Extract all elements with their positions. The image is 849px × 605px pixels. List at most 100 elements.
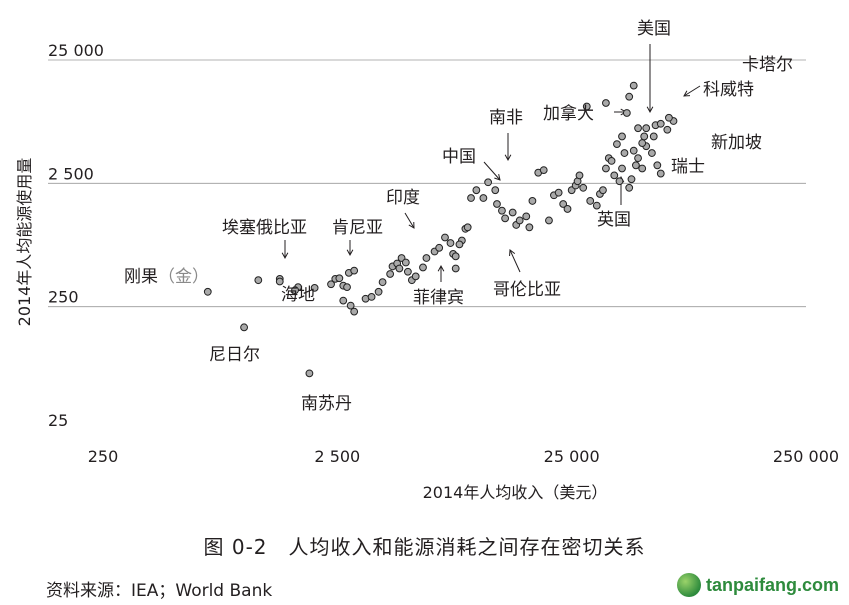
data-point <box>422 254 431 262</box>
data-point <box>563 205 572 213</box>
y-tick-label: 2 500 <box>48 164 94 183</box>
annotation-label: 哥伦比亚 <box>493 280 561 300</box>
annotation-arrow-head <box>494 174 501 181</box>
data-point <box>586 197 595 205</box>
annotation-label: 肯尼亚 <box>332 218 383 238</box>
data-point <box>620 149 629 157</box>
annotation-label: 瑞士 <box>671 157 705 177</box>
data-point <box>335 274 344 283</box>
data-point <box>545 216 553 225</box>
y-tick-labels: 25 250 2 500 25 000 <box>48 41 104 430</box>
data-point <box>642 124 651 133</box>
data-point <box>479 194 488 202</box>
data-point <box>435 243 444 252</box>
data-point <box>441 233 449 242</box>
data-point <box>491 186 500 195</box>
data-point <box>602 99 610 107</box>
data-point <box>638 164 647 173</box>
data-point <box>378 278 387 287</box>
data-point <box>203 287 212 296</box>
data-point <box>350 266 359 275</box>
data-point <box>403 267 412 276</box>
data-point <box>522 212 531 221</box>
data-point <box>656 119 665 128</box>
data-point <box>582 102 591 111</box>
annotation-label: 卡塔尔 <box>742 55 793 75</box>
data-point <box>386 270 395 278</box>
data-point <box>374 287 383 296</box>
gridlines <box>48 59 806 308</box>
data-point <box>343 283 351 292</box>
data-point <box>622 109 631 117</box>
data-point <box>467 194 475 202</box>
data-point <box>618 132 626 141</box>
annotation-label: 菲律宾 <box>413 288 464 308</box>
annotation-label: 尼日尔 <box>209 345 260 365</box>
data-point <box>625 92 634 101</box>
annotation-label: 印度 <box>386 188 420 208</box>
data-point <box>613 140 621 149</box>
data-point <box>484 178 493 187</box>
y-tick-label: 25 <box>48 411 68 430</box>
data-point <box>575 171 584 180</box>
data-point <box>525 223 534 232</box>
data-point <box>275 277 284 286</box>
scatter-chart: 25 250 2 500 25 000 250 2 500 25 000 250 000 美… <box>15 19 839 502</box>
annotation-arrow-line <box>683 85 701 97</box>
data-point <box>367 293 376 301</box>
annotation-label: 新加坡 <box>711 133 762 153</box>
data-point <box>638 139 647 147</box>
data-point <box>455 240 464 249</box>
data-point <box>493 200 501 208</box>
data-point <box>665 113 673 122</box>
annotation-arrow-line <box>404 212 415 229</box>
data-point <box>451 264 460 273</box>
data-point <box>240 323 248 332</box>
annotation-label: 南苏丹 <box>301 394 352 414</box>
data-points <box>203 81 678 378</box>
data-point <box>395 264 404 273</box>
leaf-logo-icon <box>676 573 701 597</box>
data-point <box>602 164 610 173</box>
data-point <box>419 263 427 272</box>
annotation-label: 加拿大 <box>543 103 594 124</box>
annotation-arrow-head <box>346 249 354 257</box>
data-point <box>615 177 624 186</box>
data-point <box>629 81 638 90</box>
data-point <box>254 276 263 285</box>
data-point <box>327 280 335 289</box>
data-point <box>350 307 359 316</box>
annotation-label: 埃塞俄比亚 <box>222 218 307 238</box>
data-point <box>607 157 616 165</box>
data-point <box>554 188 563 197</box>
data-point <box>346 301 355 310</box>
data-point <box>632 161 640 170</box>
annotation-arrow-head <box>646 106 654 114</box>
x-tick-label: 2 500 <box>314 447 360 466</box>
data-point <box>305 369 314 378</box>
data-point <box>663 125 672 134</box>
data-point <box>528 197 537 205</box>
annotation-arrow-line <box>483 161 501 181</box>
x-axis-title: 2014年人均收入（美元） <box>423 483 608 502</box>
y-tick-label: 250 <box>48 288 79 307</box>
data-point <box>451 252 460 261</box>
data-point <box>401 258 410 267</box>
annotation-arrow-line <box>509 249 521 273</box>
data-point <box>446 239 455 247</box>
data-point <box>625 183 634 192</box>
data-point <box>634 124 642 133</box>
annotation-arrow-head <box>683 90 691 97</box>
data-point <box>627 175 636 184</box>
y-axis-title: 2014年人均能源使用量 <box>15 158 34 327</box>
annotation-label: 科威特 <box>703 80 754 100</box>
annotation-label-part: （金） <box>158 267 209 287</box>
annotation-label: 海地 <box>281 285 315 305</box>
data-point <box>610 171 619 180</box>
annotation-label: 中国 <box>442 147 476 167</box>
data-point <box>501 214 510 223</box>
annotation-arrow-head <box>437 264 445 272</box>
data-point <box>618 164 626 173</box>
annotation-arrow-head <box>509 249 516 257</box>
